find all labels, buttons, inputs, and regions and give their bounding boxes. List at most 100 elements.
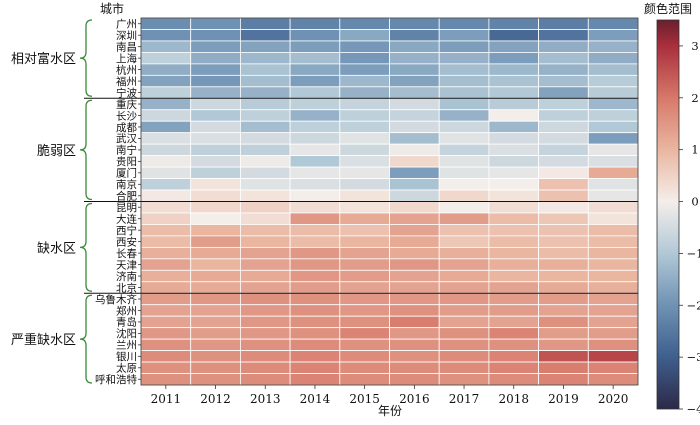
heatmap-cell (239, 246, 291, 260)
heatmap-cell (339, 74, 390, 88)
heatmap-cell (289, 235, 341, 248)
heatmap-cell (140, 350, 192, 363)
heatmap-cell (239, 361, 291, 374)
heatmap-cell (190, 235, 241, 248)
city-label: 银川 (116, 350, 137, 363)
heatmap-cell (538, 361, 589, 374)
city-label: 长沙 (116, 110, 137, 122)
heatmap-cell (339, 132, 390, 145)
heatmap-cell (438, 143, 490, 157)
heatmap-cell (239, 17, 291, 30)
heatmap-cell (438, 40, 490, 53)
heatmap-cell (538, 74, 589, 88)
heatmap-cell (389, 97, 440, 111)
heatmap-cell (339, 246, 390, 260)
heatmap-cell (239, 315, 291, 329)
heatmap-cell (587, 246, 639, 260)
heatmap-cell (389, 212, 440, 225)
heatmap-cell (289, 304, 341, 317)
city-label: 武汉 (116, 132, 137, 145)
city-label: 南昌 (116, 40, 137, 53)
heatmap-cell (438, 155, 490, 168)
city-label: 兰州 (116, 339, 137, 352)
heatmap-cell (587, 166, 639, 179)
heatmap-cell (339, 109, 390, 122)
colorbar: −4 −3 −2 −1 0 1 2 3 (656, 19, 700, 416)
heatmap-cell (289, 52, 341, 65)
heatmap-cell (438, 373, 490, 386)
heatmap-cell (587, 327, 639, 340)
heatmap-cell (239, 258, 291, 271)
heatmap-cell (438, 74, 490, 88)
heatmap-cell (289, 178, 341, 191)
group-label: 脆弱区 (37, 143, 76, 159)
heatmap-cell (488, 63, 539, 76)
year-label: 2020 (598, 392, 629, 406)
city-label: 昆明 (116, 202, 137, 214)
heatmap-cell (289, 246, 341, 260)
colorbar-gradient (656, 19, 680, 410)
heatmap-cell (438, 235, 490, 248)
heatmap-cell (289, 292, 341, 306)
heatmap-cell (488, 373, 539, 386)
heatmap-cell (587, 52, 639, 65)
city-label: 贵阳 (116, 155, 137, 168)
heatmap-cell (587, 63, 639, 76)
heatmap-cell (239, 132, 291, 145)
heatmap-cell (587, 143, 639, 157)
heatmap-cell (538, 292, 589, 306)
heatmap-cell (289, 258, 341, 271)
heatmap-cell (289, 201, 341, 214)
heatmap-cell (488, 178, 539, 191)
heatmap-cell (190, 373, 241, 386)
heatmap-cell (587, 235, 639, 248)
heatmap-cell (239, 281, 291, 294)
heatmap-cell (488, 97, 539, 111)
heatmap-cell (239, 40, 291, 53)
heatmap-cell (339, 63, 390, 76)
heatmap-cell (239, 120, 291, 134)
heatmap-cell (239, 327, 291, 340)
heatmap-cell (389, 178, 440, 191)
heatmap-cell (438, 292, 490, 306)
city-label: 郑州 (116, 304, 137, 317)
heatmap-cell (389, 281, 440, 294)
heatmap-cell (190, 281, 241, 294)
heatmap-cell (190, 155, 241, 168)
heatmap-cell (239, 29, 291, 42)
heatmap-cell (239, 166, 291, 179)
heatmap-cell (339, 29, 390, 42)
heatmap-cell (289, 74, 341, 88)
heatmap-cell (140, 258, 192, 271)
heatmap-cell (488, 258, 539, 271)
heatmap-cell (587, 120, 639, 134)
heatmap-cell (538, 40, 589, 53)
heatmap-cell (587, 258, 639, 271)
heatmap-cell (538, 178, 589, 191)
heatmap-cell (538, 258, 589, 271)
heatmap-cell (587, 109, 639, 122)
heatmap-cell (538, 120, 589, 134)
city-label: 杭州 (116, 63, 137, 76)
heatmap-cell (587, 212, 639, 225)
colorbar-tick-label: −3 (687, 350, 700, 364)
heatmap-cell (538, 155, 589, 168)
heatmap-cell (339, 52, 390, 65)
heatmap-cell (190, 201, 241, 214)
heatmap-cell (339, 86, 390, 99)
heatmap-cell (438, 212, 490, 225)
heatmap-cell (538, 235, 589, 248)
heatmap-cell (389, 109, 440, 122)
group-label: 严重缺水区 (11, 332, 76, 348)
heatmap-cell (488, 361, 539, 374)
heatmap-cell (389, 246, 440, 260)
city-label: 宁波 (116, 86, 137, 99)
heatmap-cell (289, 109, 341, 122)
heatmap-cell (339, 361, 390, 374)
heatmap-cell (488, 86, 539, 99)
heatmap-cell (140, 269, 192, 283)
heatmap-cell (239, 350, 291, 363)
heatmap-cell (488, 212, 539, 225)
group-label: 相对富水区 (11, 51, 76, 67)
heatmap-cell (389, 189, 440, 202)
